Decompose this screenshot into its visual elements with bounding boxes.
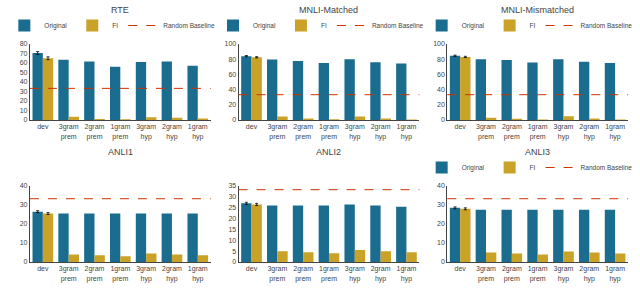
svg-text:3gramhyp: 3gramhyp (136, 265, 156, 282)
svg-text:10: 10 (437, 239, 445, 246)
svg-text:2gramhyp: 2gramhyp (579, 123, 599, 140)
svg-text:Original: Original (44, 22, 67, 30)
svg-text:40: 40 (20, 182, 28, 189)
svg-text:2gramhyp: 2gramhyp (371, 123, 391, 140)
svg-text:1gramprem: 1gramprem (319, 123, 339, 140)
svg-text:2gramprem: 2gramprem (85, 123, 105, 140)
svg-text:Random Baseline: Random Baseline (163, 22, 215, 29)
svg-text:RTE: RTE (111, 5, 129, 15)
svg-text:80: 80 (437, 56, 445, 63)
svg-text:80: 80 (20, 40, 28, 47)
svg-text:Random Baseline: Random Baseline (581, 22, 633, 29)
svg-text:20: 20 (437, 101, 445, 108)
svg-text:ANLI2: ANLI2 (316, 147, 341, 157)
svg-text:35: 35 (228, 182, 236, 189)
svg-text:MNLI-Mismatched: MNLI-Mismatched (501, 5, 574, 15)
svg-text:20: 20 (20, 97, 28, 104)
svg-text:3gramprem: 3gramprem (476, 123, 496, 140)
svg-text:1gramhyp: 1gramhyp (188, 123, 208, 140)
svg-text:40: 40 (437, 182, 445, 189)
svg-text:0: 0 (232, 116, 236, 123)
svg-text:3gramprem: 3gramprem (59, 123, 79, 140)
svg-text:60: 60 (228, 71, 236, 78)
svg-text:60: 60 (437, 71, 445, 78)
svg-text:2gramhyp: 2gramhyp (371, 265, 391, 282)
svg-text:5: 5 (232, 248, 236, 255)
svg-text:1gramhyp: 1gramhyp (188, 265, 208, 282)
svg-text:2gramprem: 2gramprem (293, 123, 313, 140)
svg-text:Original: Original (462, 22, 485, 30)
svg-text:70: 70 (20, 50, 28, 57)
svg-text:FI: FI (530, 164, 536, 171)
svg-text:2gramhyp: 2gramhyp (162, 123, 182, 140)
svg-text:100: 100 (433, 40, 445, 47)
svg-text:ANLI3: ANLI3 (525, 147, 550, 157)
svg-text:1gramhyp: 1gramhyp (397, 123, 417, 140)
svg-text:FI: FI (530, 22, 536, 29)
svg-text:60: 60 (20, 59, 28, 66)
svg-text:FI: FI (112, 22, 118, 29)
svg-text:1gramprem: 1gramprem (528, 265, 548, 282)
svg-text:3gramhyp: 3gramhyp (345, 265, 365, 282)
svg-text:Original: Original (253, 22, 276, 30)
svg-text:30: 30 (228, 193, 236, 200)
svg-text:dev: dev (246, 123, 258, 130)
svg-text:20: 20 (228, 215, 236, 222)
svg-text:40: 40 (20, 78, 28, 85)
svg-text:20: 20 (228, 101, 236, 108)
svg-text:40: 40 (228, 86, 236, 93)
svg-text:1gramprem: 1gramprem (110, 123, 130, 140)
svg-text:0: 0 (24, 258, 28, 265)
svg-text:10: 10 (20, 107, 28, 114)
svg-text:Random Baseline: Random Baseline (372, 22, 424, 29)
svg-text:30: 30 (437, 201, 445, 208)
svg-text:30: 30 (20, 201, 28, 208)
svg-text:30: 30 (20, 88, 28, 95)
svg-text:2gramhyp: 2gramhyp (579, 265, 599, 282)
svg-text:3gramprem: 3gramprem (59, 265, 79, 282)
svg-text:ANLI1: ANLI1 (108, 147, 133, 157)
svg-text:1gramprem: 1gramprem (110, 265, 130, 282)
svg-text:10: 10 (20, 239, 28, 246)
svg-text:20: 20 (437, 220, 445, 227)
svg-text:dev: dev (455, 123, 467, 130)
svg-text:1gramhyp: 1gramhyp (605, 123, 625, 140)
svg-text:3gramhyp: 3gramhyp (345, 123, 365, 140)
svg-text:0: 0 (232, 258, 236, 265)
svg-text:2gramprem: 2gramprem (502, 123, 522, 140)
svg-text:10: 10 (228, 237, 236, 244)
svg-text:0: 0 (441, 258, 445, 265)
svg-text:2gramprem: 2gramprem (502, 265, 522, 282)
svg-text:3gramhyp: 3gramhyp (136, 123, 156, 140)
svg-text:40: 40 (437, 86, 445, 93)
svg-text:2gramprem: 2gramprem (85, 265, 105, 282)
svg-text:3gramprem: 3gramprem (267, 265, 287, 282)
svg-text:3gramprem: 3gramprem (476, 265, 496, 282)
svg-text:dev: dev (246, 265, 258, 272)
svg-text:100: 100 (225, 40, 237, 47)
svg-text:0: 0 (441, 116, 445, 123)
svg-text:MNLI-Matched: MNLI-Matched (299, 5, 358, 15)
svg-text:80: 80 (228, 56, 236, 63)
svg-text:Random Baseline: Random Baseline (581, 164, 633, 171)
svg-text:dev: dev (37, 123, 49, 130)
svg-text:1gramhyp: 1gramhyp (605, 265, 625, 282)
svg-text:1gramprem: 1gramprem (528, 123, 548, 140)
svg-text:15: 15 (228, 226, 236, 233)
svg-text:FI: FI (321, 22, 327, 29)
svg-text:2gramhyp: 2gramhyp (162, 265, 182, 282)
svg-text:1gramhyp: 1gramhyp (397, 265, 417, 282)
svg-text:3gramhyp: 3gramhyp (554, 265, 574, 282)
svg-text:3gramhyp: 3gramhyp (554, 123, 574, 140)
svg-text:1gramprem: 1gramprem (319, 265, 339, 282)
svg-text:3gramprem: 3gramprem (267, 123, 287, 140)
svg-text:2gramprem: 2gramprem (293, 265, 313, 282)
svg-text:dev: dev (37, 265, 49, 272)
svg-text:20: 20 (20, 220, 28, 227)
svg-text:dev: dev (455, 265, 467, 272)
svg-text:50: 50 (20, 69, 28, 76)
svg-text:0: 0 (24, 116, 28, 123)
svg-text:Original: Original (462, 164, 485, 172)
svg-text:25: 25 (228, 204, 236, 211)
